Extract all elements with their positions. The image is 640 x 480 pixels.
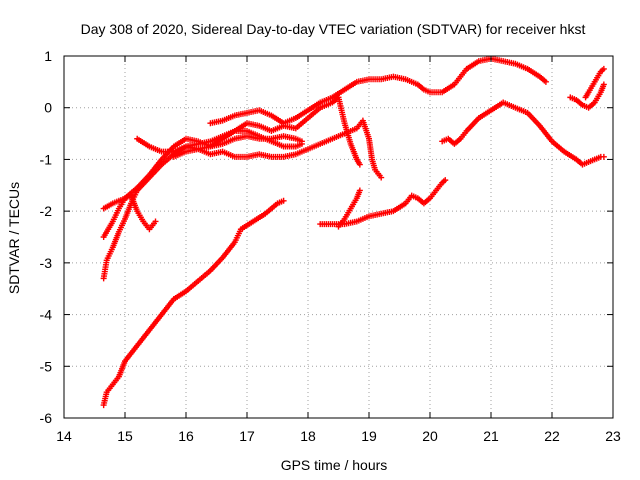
x-tick-label: 23 [605,428,621,444]
x-tick-label: 21 [483,428,499,444]
x-tick-label: 14 [56,428,72,444]
x-tick-label: 20 [422,428,438,444]
chart-title: Day 308 of 2020, Sidereal Day-to-day VTE… [81,21,586,37]
series-arc-10 [439,99,607,168]
x-tick-label: 22 [544,428,560,444]
data-point [600,153,607,160]
y-tick-label: -5 [40,358,53,374]
series-arc-6 [170,127,305,160]
data-point [378,174,385,181]
y-tick-label: -4 [40,307,53,323]
y-tick-label: -2 [40,203,53,219]
data-point [152,218,159,225]
data-point [600,65,607,72]
grid-layer [64,56,613,418]
x-axis-label: GPS time / hours [281,457,388,473]
series-arc-1 [100,197,287,409]
axis-ticks: 14 15 16 17 18 19 20 21 22 23 -6 -5 -4 -3 -2 -1 0 1 [40,48,621,444]
y-tick-label: 1 [44,48,52,64]
data-point [442,177,449,184]
y-axis-label: SDTVAR / TECUs [6,182,22,294]
data-point [280,197,287,204]
data-point [542,78,549,85]
series-arc-8 [317,177,449,228]
series-arc-7 [207,55,549,127]
series-arc-9 [335,187,363,230]
y-tick-label: -6 [40,410,53,426]
data-point [298,140,305,147]
x-tick-label: 17 [239,428,255,444]
data-point [600,81,607,88]
plot-frame [63,55,614,419]
series-arc-3 [100,192,159,240]
y-tick-label: 0 [44,100,52,116]
y-tick-label: -3 [40,255,53,271]
data-point [356,187,363,194]
data-point [356,161,363,168]
y-tick-label: -1 [40,151,53,167]
series-arc-12 [582,65,607,101]
x-tick-label: 18 [300,428,316,444]
x-tick-label: 15 [117,428,133,444]
x-tick-label: 16 [178,428,194,444]
series-arc-11 [567,81,607,111]
series-arc-5 [134,94,363,168]
x-tick-label: 19 [361,428,377,444]
data-marks [100,55,607,409]
